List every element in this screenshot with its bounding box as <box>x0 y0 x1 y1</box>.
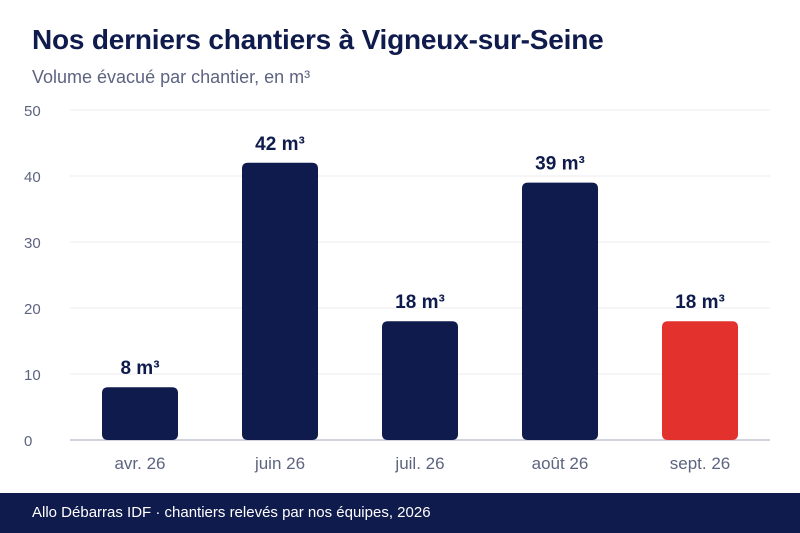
x-tick-label: août 26 <box>532 454 589 473</box>
y-tick-label: 20 <box>24 301 41 318</box>
y-tick-label: 30 <box>24 235 41 252</box>
chart-subtitle: Volume évacué par chantier, en m³ <box>32 67 311 87</box>
bar-data-label: 39 m³ <box>535 154 585 175</box>
x-tick-label: avr. 26 <box>114 454 165 473</box>
bar-chart: 0 10 20 30 40 50 8 m³ avr. 26 42 m³ juin 26 18 m³ j… <box>24 103 770 473</box>
footer-bar: Allo Débarras IDF · chantiers relevés pa… <box>0 493 800 533</box>
bar <box>242 162 318 441</box>
bar-data-label: 18 m³ <box>675 292 725 313</box>
x-tick-label: juin 26 <box>254 454 305 473</box>
bar-data-label: 8 m³ <box>120 358 159 379</box>
y-tick-label: 50 <box>24 103 41 120</box>
bar-data-label: 42 m³ <box>255 134 305 155</box>
x-tick-label: juil. 26 <box>394 454 444 473</box>
y-tick-label: 40 <box>24 169 41 186</box>
bar <box>662 321 738 440</box>
footer-source-text: Allo Débarras IDF · chantiers relevés pa… <box>32 504 431 521</box>
bar <box>382 321 458 440</box>
bar <box>102 387 178 440</box>
bar-data-label: 18 m³ <box>395 292 445 313</box>
chart-title: Nos derniers chantiers à Vigneux-sur-Sei… <box>32 24 604 55</box>
x-tick-label: sept. 26 <box>670 454 731 473</box>
y-tick-label: 0 <box>24 433 32 450</box>
y-tick-label: 10 <box>24 367 41 384</box>
bar <box>522 182 598 440</box>
